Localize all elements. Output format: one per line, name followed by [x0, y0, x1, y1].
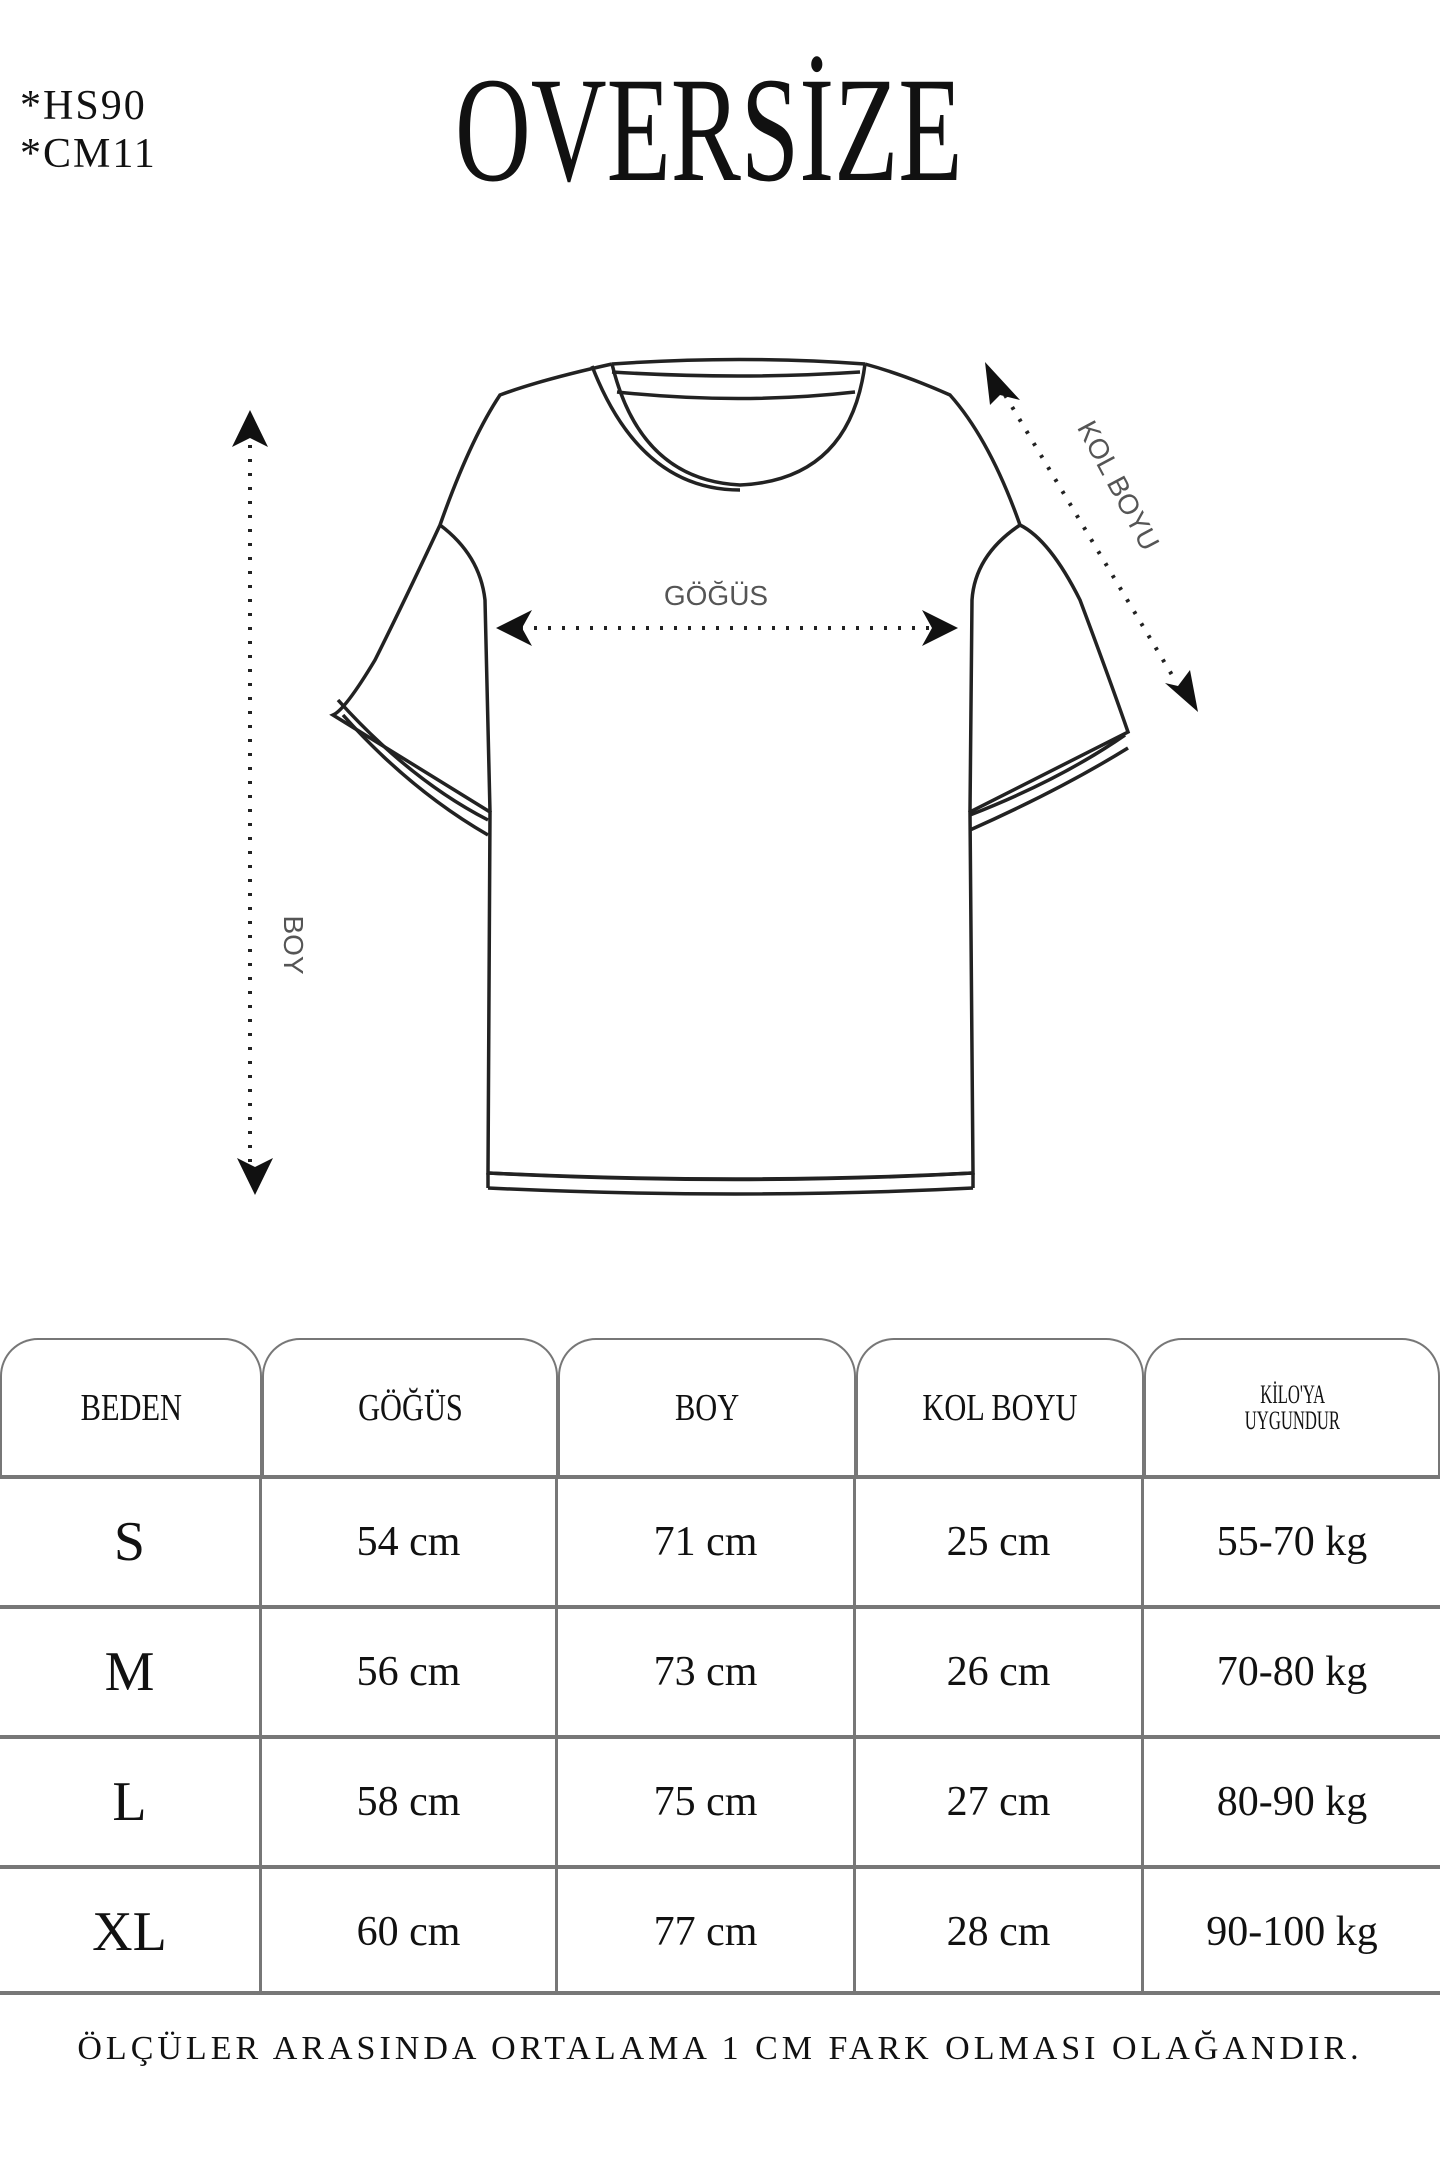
- cell-weight: 90-100 kg: [1206, 1909, 1378, 1955]
- table-row: L 58 cm 75 cm 27 cm 80-90 kg: [0, 1735, 1440, 1865]
- cell-chest: 54 cm: [262, 1479, 558, 1605]
- sleeve-label: KOL BOYU: [1071, 416, 1165, 556]
- header-gogus: GÖĞÜS: [262, 1338, 558, 1476]
- cell-size: L: [0, 1739, 262, 1865]
- cell-size: M: [0, 1609, 262, 1735]
- page-title: OVERSİZE: [455, 47, 963, 213]
- length-arrow: [232, 410, 273, 1195]
- cell-weight: 80-90 kg: [1216, 1779, 1368, 1825]
- header-beden: BEDEN: [0, 1338, 262, 1476]
- cell-chest: 56 cm: [262, 1609, 558, 1735]
- table-row: S 54 cm 71 cm 25 cm 55-70 kg: [0, 1475, 1440, 1605]
- footer-note: ÖLÇÜLER ARASINDA ORTALAMA 1 CM FARK OLMA…: [77, 2030, 1363, 2067]
- header-kol-boyu: KOL BOYU: [856, 1338, 1144, 1476]
- code-cm: *CM11: [20, 131, 157, 177]
- tshirt-outline: [329, 357, 1131, 1196]
- cell-chest: 60 cm: [262, 1869, 558, 1995]
- cell-sleeve: 26 cm: [856, 1609, 1144, 1735]
- cell-sleeve: 28 cm: [856, 1869, 1144, 1995]
- product-codes: *HS90 *CM11: [20, 82, 157, 178]
- chest-label: GÖĞÜS: [664, 580, 768, 611]
- cell-length: 77 cm: [558, 1869, 856, 1995]
- cell-weight: 70-80 kg: [1216, 1649, 1368, 1695]
- cell-length: 73 cm: [558, 1609, 856, 1735]
- header-boy: BOY: [558, 1338, 856, 1476]
- table-row: M 56 cm 73 cm 26 cm 70-80 kg: [0, 1605, 1440, 1735]
- chest-arrow: [496, 610, 958, 646]
- cell-size: XL: [0, 1869, 262, 1995]
- length-label: BOY: [278, 915, 309, 974]
- cell-weight: 55-70 kg: [1216, 1519, 1368, 1565]
- cell-length: 75 cm: [558, 1739, 856, 1865]
- code-hs: *HS90: [20, 83, 147, 129]
- tshirt-diagram: GÖĞÜS BOY KOL BOYU: [232, 357, 1198, 1196]
- cell-length: 71 cm: [558, 1479, 856, 1605]
- cell-sleeve: 27 cm: [856, 1739, 1144, 1865]
- header-kilo: KİLO'YA UYGUNDUR: [1144, 1338, 1440, 1476]
- sleeve-arrow: [985, 362, 1198, 712]
- cell-size: S: [0, 1479, 262, 1605]
- cell-sleeve: 25 cm: [856, 1479, 1144, 1605]
- cell-chest: 58 cm: [262, 1739, 558, 1865]
- table-row: XL 60 cm 77 cm 28 cm 90-100 kg: [0, 1865, 1440, 1995]
